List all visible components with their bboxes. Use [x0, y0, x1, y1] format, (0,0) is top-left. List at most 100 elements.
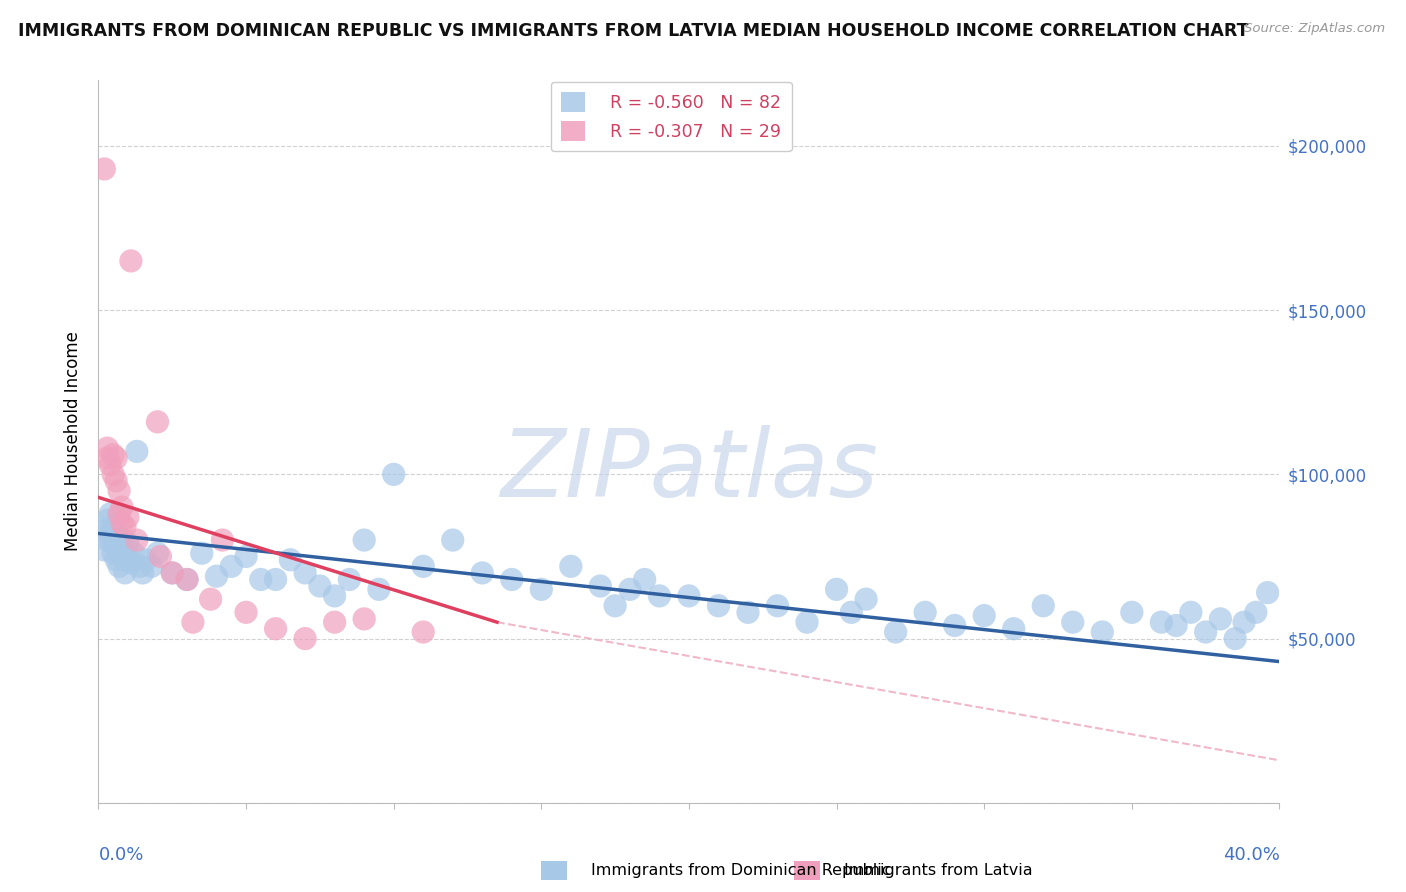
- Point: [280, 553, 302, 567]
- Text: 0.0%: 0.0%: [98, 847, 143, 864]
- Point: [93, 161, 115, 176]
- Point: [117, 549, 139, 564]
- Point: [111, 533, 134, 547]
- Point: [1244, 605, 1267, 619]
- Point: [589, 579, 612, 593]
- Point: [309, 579, 332, 593]
- Point: [108, 530, 131, 544]
- Point: [973, 608, 995, 623]
- Point: [98, 507, 121, 521]
- Point: [884, 625, 907, 640]
- Point: [235, 549, 257, 564]
- Point: [737, 605, 759, 619]
- Point: [1195, 625, 1218, 640]
- Point: [128, 559, 150, 574]
- Point: [1032, 599, 1054, 613]
- Point: [103, 467, 125, 482]
- Point: [766, 599, 789, 613]
- Point: [1257, 585, 1279, 599]
- Point: [125, 444, 148, 458]
- Point: [103, 448, 125, 462]
- Point: [141, 559, 163, 574]
- Point: [105, 474, 128, 488]
- Point: [191, 546, 214, 560]
- Point: [678, 589, 700, 603]
- Point: [132, 566, 155, 580]
- Point: [96, 441, 118, 455]
- Point: [825, 582, 848, 597]
- Text: IMMIGRANTS FROM DOMINICAN REPUBLIC VS IMMIGRANTS FROM LATVIA MEDIAN HOUSEHOLD IN: IMMIGRANTS FROM DOMINICAN REPUBLIC VS IM…: [18, 22, 1249, 40]
- Point: [235, 605, 257, 619]
- Point: [530, 582, 553, 597]
- Point: [353, 612, 375, 626]
- Point: [501, 573, 523, 587]
- Point: [323, 589, 346, 603]
- Point: [96, 533, 118, 547]
- Point: [162, 566, 183, 580]
- Point: [181, 615, 204, 630]
- Point: [108, 483, 131, 498]
- Point: [125, 533, 148, 547]
- Point: [200, 592, 222, 607]
- Point: [264, 622, 287, 636]
- Point: [1166, 618, 1188, 632]
- Point: [162, 566, 183, 580]
- Point: [412, 559, 434, 574]
- Point: [108, 546, 131, 560]
- Text: ZIPatlas: ZIPatlas: [501, 425, 877, 516]
- Point: [211, 533, 233, 547]
- Point: [105, 553, 128, 567]
- Point: [108, 559, 131, 574]
- Point: [105, 526, 128, 541]
- Point: [796, 615, 818, 630]
- Point: [914, 605, 936, 619]
- Point: [1225, 632, 1247, 646]
- Point: [111, 500, 134, 515]
- Point: [619, 582, 641, 597]
- Point: [93, 542, 115, 557]
- Point: [382, 467, 405, 482]
- Point: [634, 573, 657, 587]
- Point: [855, 592, 877, 607]
- Point: [353, 533, 375, 547]
- Point: [105, 450, 128, 465]
- Point: [1233, 615, 1256, 630]
- Point: [96, 450, 118, 465]
- Text: Immigrants from Dominican Republic: Immigrants from Dominican Republic: [591, 863, 890, 878]
- Point: [96, 513, 118, 527]
- Y-axis label: Median Household Income: Median Household Income: [65, 332, 83, 551]
- Point: [323, 615, 346, 630]
- Text: Source: ZipAtlas.com: Source: ZipAtlas.com: [1244, 22, 1385, 36]
- Point: [560, 559, 582, 574]
- Point: [412, 625, 434, 640]
- Point: [103, 520, 125, 534]
- Point: [264, 573, 287, 587]
- Point: [98, 526, 121, 541]
- Point: [98, 458, 121, 472]
- Text: 40.0%: 40.0%: [1223, 847, 1279, 864]
- Point: [105, 540, 128, 554]
- Point: [841, 605, 863, 619]
- Point: [135, 553, 157, 567]
- Point: [1180, 605, 1202, 619]
- Point: [1150, 615, 1173, 630]
- Point: [146, 415, 169, 429]
- Point: [294, 632, 316, 646]
- Point: [93, 523, 115, 537]
- Point: [108, 507, 131, 521]
- Point: [117, 510, 139, 524]
- Point: [294, 566, 316, 580]
- Point: [176, 573, 198, 587]
- Text: Immigrants from Latvia: Immigrants from Latvia: [844, 863, 1032, 878]
- Point: [1062, 615, 1084, 630]
- Point: [114, 553, 136, 567]
- Point: [114, 566, 136, 580]
- Point: [1002, 622, 1025, 636]
- Point: [471, 566, 494, 580]
- Point: [368, 582, 391, 597]
- Legend:   R = -0.560   N = 82,   R = -0.307   N = 29: R = -0.560 N = 82, R = -0.307 N = 29: [551, 82, 792, 152]
- Point: [339, 573, 361, 587]
- Point: [707, 599, 730, 613]
- Point: [120, 253, 142, 268]
- Point: [250, 573, 273, 587]
